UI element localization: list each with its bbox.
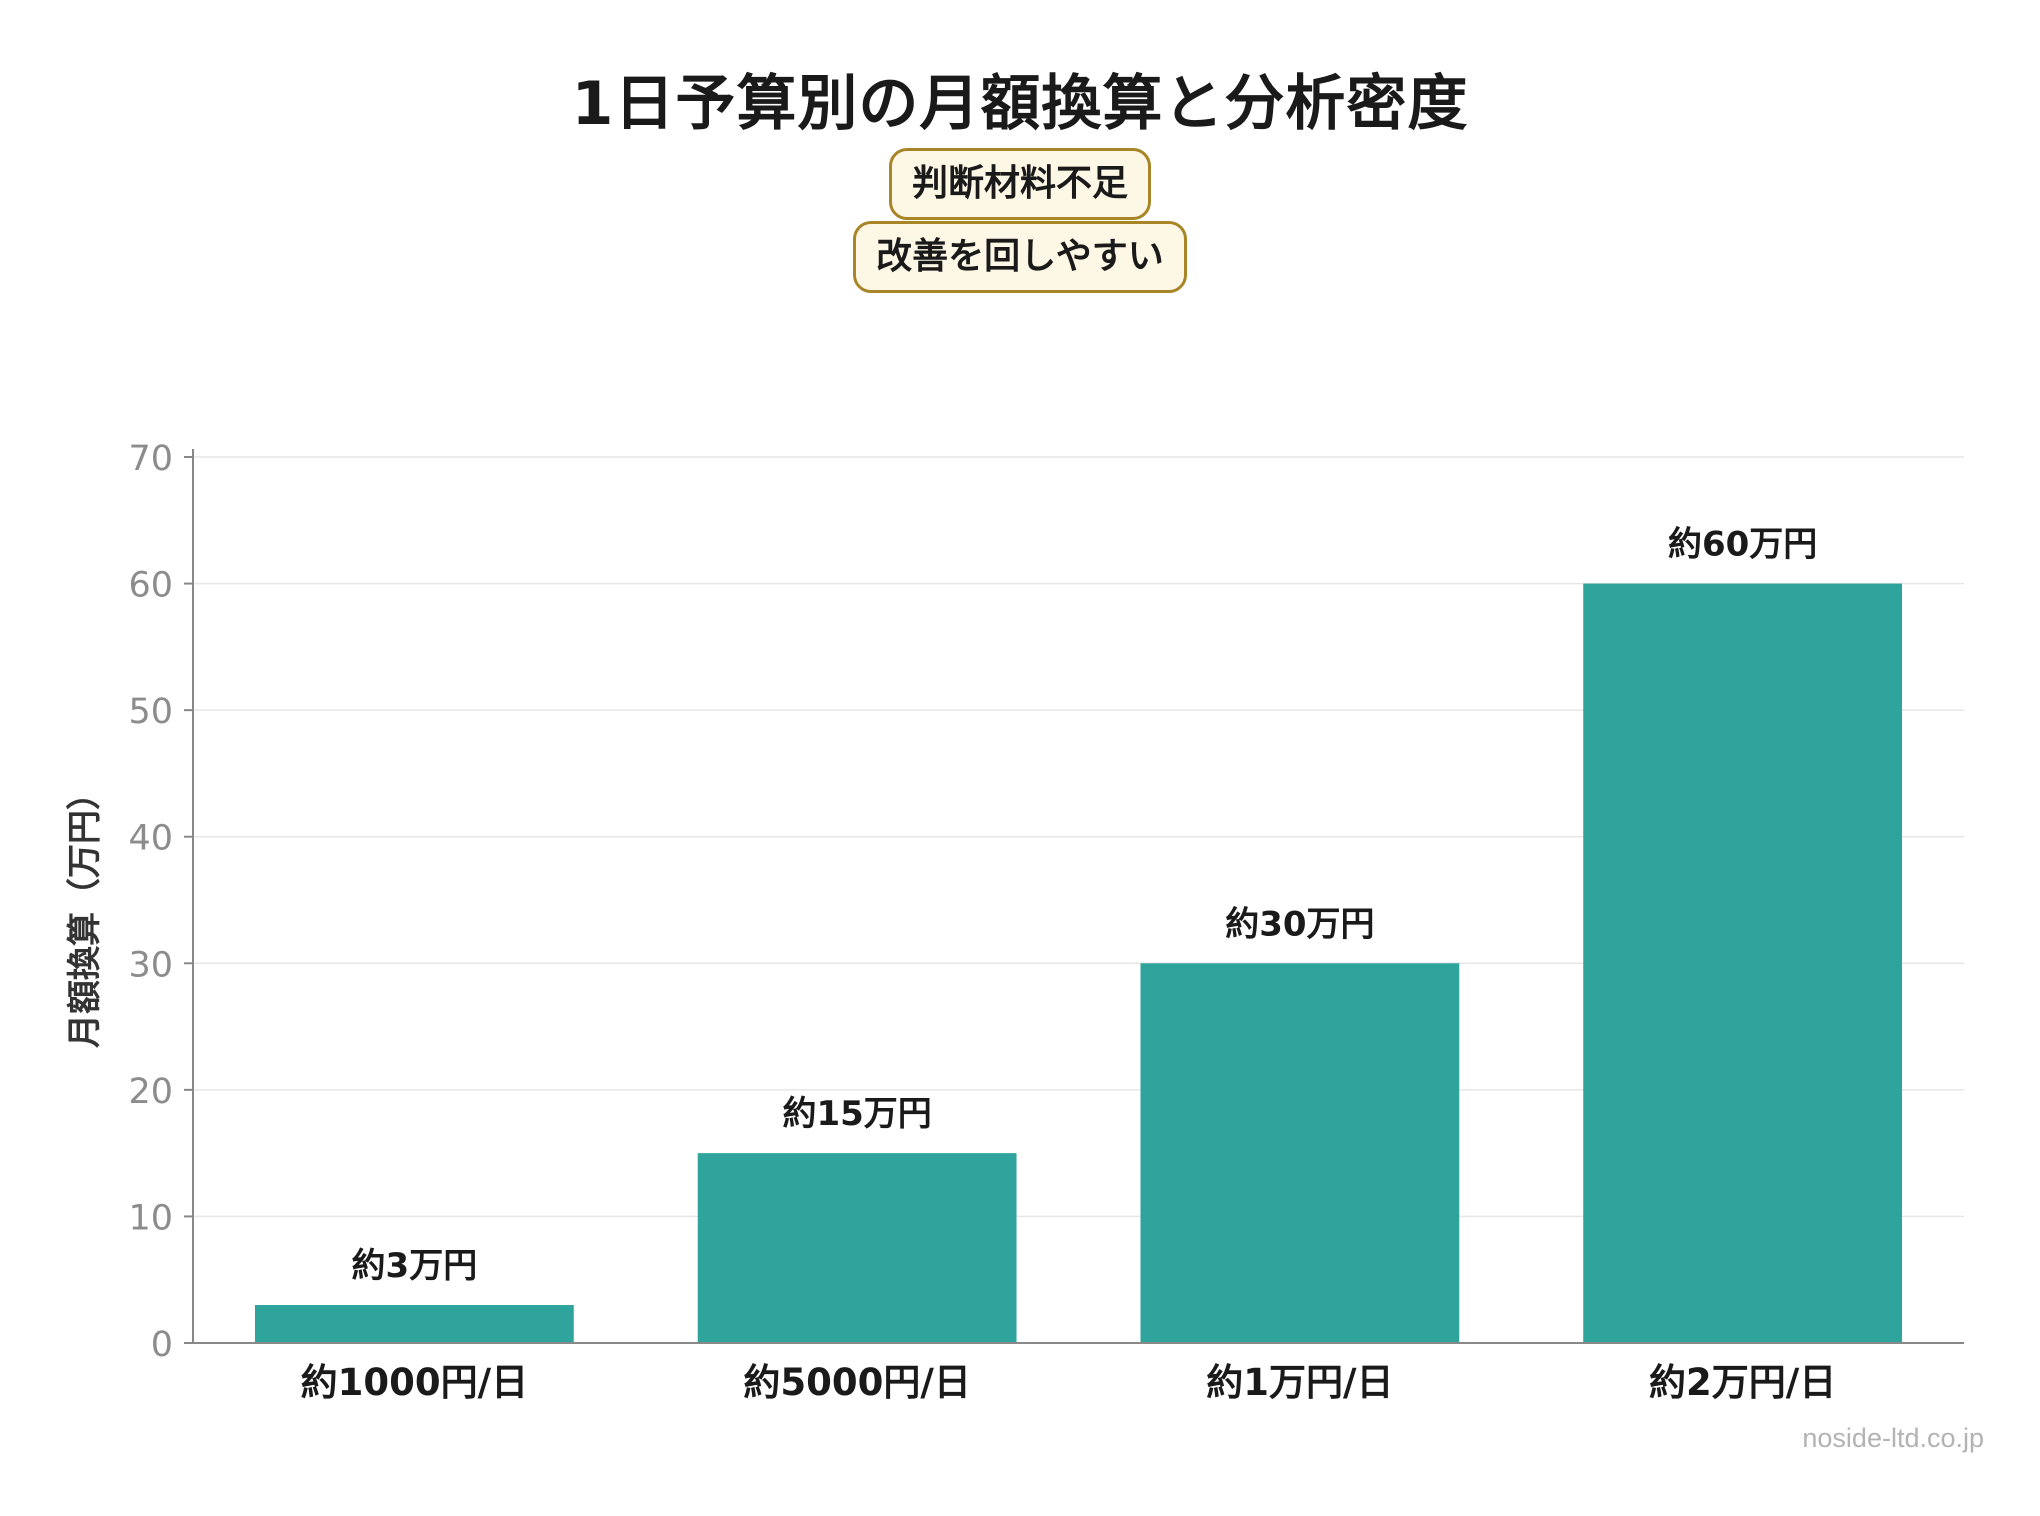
x-tick-label: 約1万円/日 [1206, 1361, 1393, 1404]
bar [1140, 963, 1460, 1343]
bar [697, 1153, 1017, 1343]
bar [254, 1305, 574, 1343]
x-tick-label: 約5000円/日 [743, 1361, 971, 1404]
y-tick-label: 20 [128, 1072, 173, 1112]
y-tick-label: 40 [128, 819, 173, 859]
x-tick-label: 約2万円/日 [1649, 1361, 1836, 1404]
y-tick-label: 70 [128, 439, 173, 479]
data-label: 約30万円 [1225, 904, 1374, 944]
annotation-label: 改善を回しやすい [853, 221, 1187, 293]
bar [1583, 583, 1903, 1343]
data-label: 約15万円 [782, 1094, 931, 1134]
annotation-easy-to-improve: 改善を回しやすい [0, 221, 2040, 293]
y-tick-label: 30 [128, 945, 173, 985]
axes [184, 449, 1964, 1344]
data-label: 約60万円 [1668, 525, 1817, 565]
chart-title: 1日予算別の月額換算と分析密度 [571, 69, 1469, 139]
y-tick-label: 60 [128, 566, 173, 606]
annotation-insufficient-data: 判断材料不足 [0, 148, 2040, 220]
watermark: noside-ltd.co.jp [1802, 1423, 1984, 1453]
y-tick-label: 50 [128, 692, 173, 732]
bars [254, 583, 1903, 1343]
y-axis-label: 月額換算（万円） [65, 776, 105, 1048]
annotation-label: 判断材料不足 [888, 148, 1151, 220]
y-tick-label: 0 [151, 1325, 173, 1365]
data-label: 約3万円 [352, 1246, 478, 1286]
x-tick-label: 約1000円/日 [301, 1361, 529, 1404]
y-tick-label: 10 [128, 1198, 173, 1238]
